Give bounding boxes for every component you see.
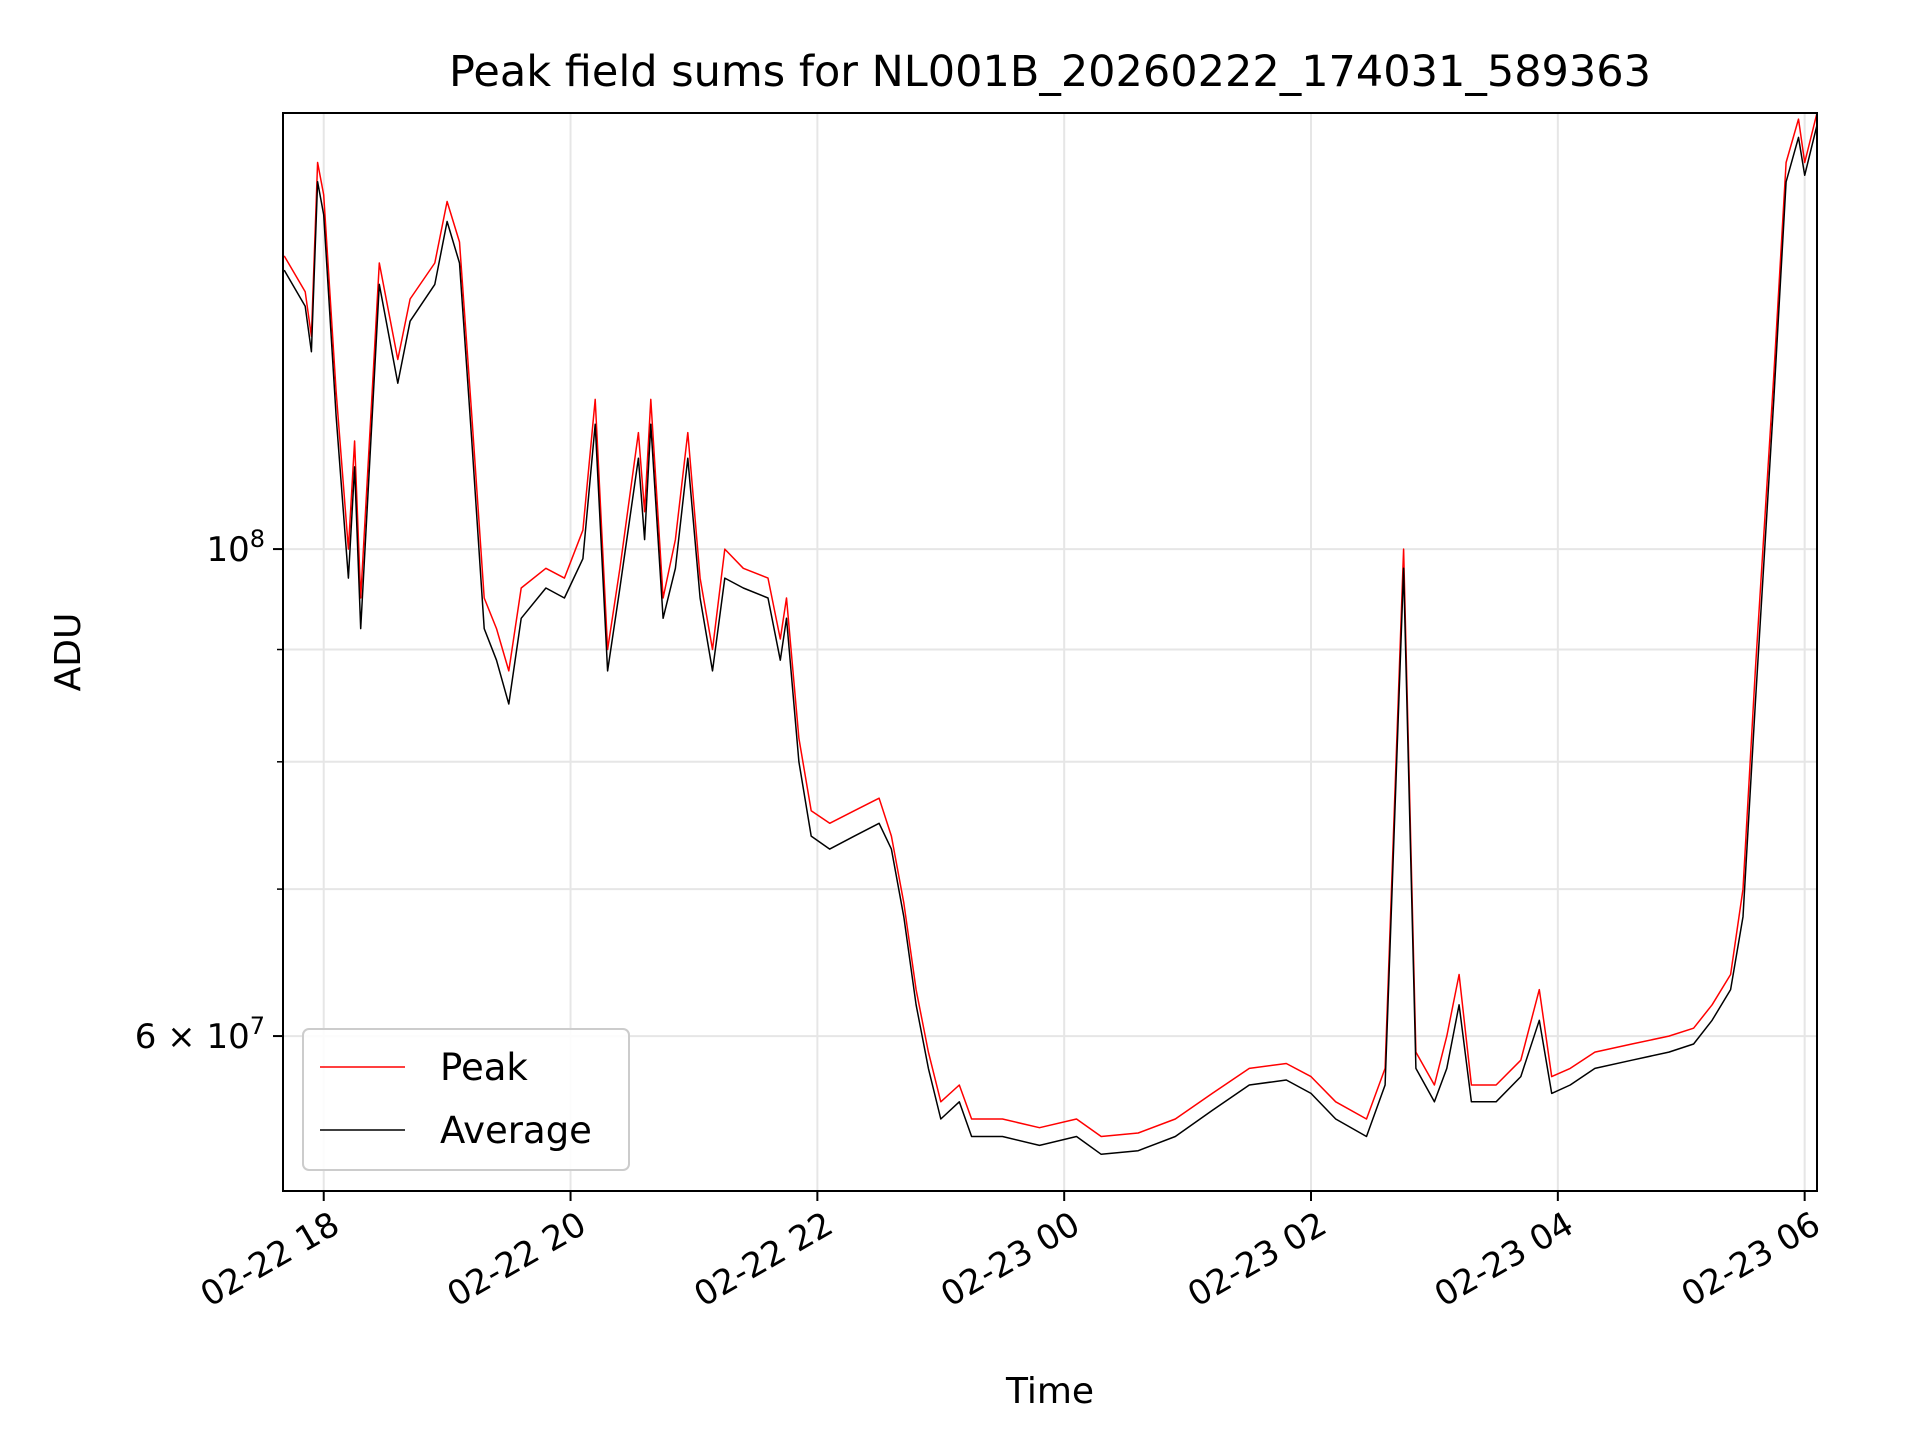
legend: Peak Average <box>302 1028 630 1171</box>
plot-frame <box>282 112 1818 1192</box>
legend-label-peak: Peak <box>440 1046 528 1089</box>
series-line-peak <box>283 113 1817 1138</box>
grid <box>283 113 1817 1191</box>
series-line-average <box>283 124 1817 1156</box>
x-axis-label: Time <box>1005 1371 1094 1412</box>
legend-label-average: Average <box>440 1109 592 1152</box>
y-axis-label: ADU <box>48 613 89 692</box>
y-tick-label: 6 × 107 <box>135 1012 265 1057</box>
y-tick-label: 108 <box>206 525 265 570</box>
y-axis: 108 6 × 107 <box>135 525 283 1057</box>
legend-box <box>302 1028 630 1171</box>
series-layer <box>283 113 1817 1156</box>
chart-title: Peak field sums for NL001B_20260222_1740… <box>449 47 1651 97</box>
